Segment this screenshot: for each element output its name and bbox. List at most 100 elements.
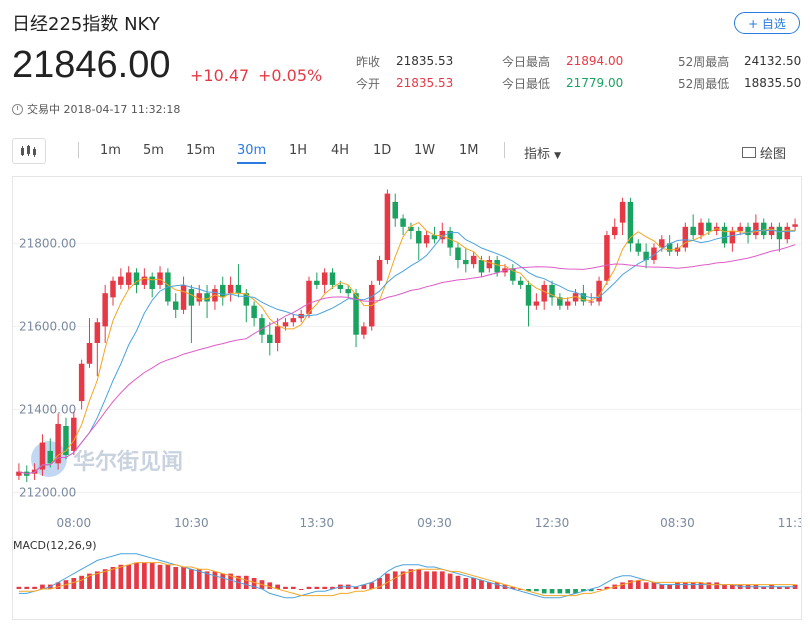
- stat-label: 52周最高: [678, 54, 730, 69]
- x-tick-label: 11:30: [778, 516, 801, 530]
- macd-bar: [298, 589, 304, 590]
- macd-bar: [306, 586, 312, 589]
- candle-body: [541, 284, 547, 302]
- macd-bar: [471, 578, 476, 589]
- candle-body: [604, 235, 610, 281]
- macd-bar: [588, 589, 594, 592]
- candle-body: [486, 260, 493, 269]
- x-tick-label: 08:00: [57, 516, 92, 530]
- y-tick-label: 21600.00: [19, 319, 76, 333]
- interval-4h[interactable]: 4H: [331, 143, 350, 158]
- stat-value-low: 21779.00: [566, 76, 624, 90]
- candle-body: [463, 260, 469, 265]
- candle-body: [416, 230, 422, 244]
- divider: [504, 142, 505, 158]
- page-title: 日经225指数 NKY: [12, 14, 160, 35]
- macd-bar: [24, 586, 30, 589]
- macd-bar: [659, 584, 665, 589]
- change-pct: +0.05%: [258, 66, 323, 85]
- candle-body: [557, 297, 563, 306]
- macd-bar: [628, 580, 633, 589]
- interval-15m[interactable]: 15m: [186, 143, 216, 158]
- macd-bar: [204, 571, 210, 589]
- candle-body: [274, 326, 281, 343]
- candle-body: [306, 280, 312, 314]
- macd-bar: [79, 575, 84, 589]
- stat-value-high: 21894.00: [566, 54, 624, 68]
- x-tick-label: 10:30: [174, 516, 209, 530]
- candle-body: [745, 226, 751, 236]
- candle-body: [635, 243, 642, 252]
- candlestick-type-button[interactable]: [12, 138, 46, 164]
- interval-30m[interactable]: 30m: [237, 143, 267, 164]
- macd-bar: [110, 567, 116, 589]
- candle-body: [188, 289, 195, 306]
- draw-button[interactable]: 绘图: [741, 143, 786, 162]
- macd-dea-line: [18, 562, 796, 597]
- candle-body: [525, 284, 532, 306]
- candle-body: [353, 293, 359, 335]
- candle-body: [149, 276, 155, 290]
- candle-body: [643, 251, 649, 260]
- macd-bar: [55, 582, 61, 589]
- macd-bar: [541, 589, 547, 594]
- macd-bar: [196, 569, 202, 589]
- candle-body: [651, 247, 657, 260]
- indicator-label: 指标: [524, 147, 551, 162]
- x-tick-label: 09:30: [417, 516, 452, 530]
- x-tick-label: 08:30: [660, 516, 695, 530]
- interval-1h[interactable]: 1H: [289, 143, 308, 158]
- candle-body: [784, 226, 790, 240]
- last-price: 21846.00: [12, 44, 171, 86]
- chart-area[interactable]: 21800.00 21600.00 21400.00 21200.00 华尔街见闻 08:…: [12, 176, 810, 620]
- interval-1mo[interactable]: 1M: [459, 143, 479, 158]
- interval-5m[interactable]: 5m: [143, 143, 164, 158]
- interval-1w[interactable]: 1W: [414, 143, 436, 158]
- macd-bar: [228, 573, 233, 589]
- stats-col-3: 52周最高 24132.50 52周最低 18835.50: [678, 50, 801, 94]
- candle-body: [196, 293, 202, 302]
- indicator-dropdown[interactable]: 指标 ▼: [524, 143, 561, 162]
- macd-bar: [392, 571, 398, 589]
- macd-bar: [173, 567, 179, 589]
- candle-body: [243, 293, 250, 306]
- candle-body: [314, 280, 320, 285]
- macd-bar: [416, 569, 422, 589]
- macd-bar: [439, 571, 445, 589]
- chart-toolbar: 1m 5m 15m 30m 1H 4H 1D 1W 1M 指标 ▼ 绘图: [12, 136, 800, 166]
- macd-bar: [549, 589, 555, 594]
- macd-bar: [283, 586, 288, 589]
- candle-body: [180, 284, 187, 310]
- candle-body: [627, 201, 634, 244]
- macd-bar: [557, 589, 563, 594]
- macd-bar: [714, 582, 720, 589]
- candle-body: [690, 226, 696, 236]
- macd-bar: [573, 589, 578, 594]
- draw-label: 绘图: [759, 147, 786, 162]
- candle-body: [227, 284, 234, 294]
- macd-bar: [149, 562, 155, 589]
- candlestick-chart[interactable]: 21800.00 21600.00 21400.00 21200.00 华尔街见闻 08:…: [13, 177, 810, 619]
- candle-body: [588, 301, 594, 303]
- stats-col-1: 昨收 21835.53 今开 21835.53: [356, 50, 453, 94]
- stats-col-2: 今日最高 21894.00 今日最低 21779.00: [502, 50, 623, 94]
- macd-bar: [635, 580, 641, 589]
- macd-bar: [220, 573, 226, 589]
- interval-1d[interactable]: 1D: [373, 143, 392, 158]
- macd-bar: [251, 578, 257, 589]
- macd-bar: [118, 564, 124, 589]
- candle-body: [682, 226, 689, 248]
- candle-body: [408, 226, 414, 231]
- add-watchlist-button[interactable]: + 自选: [734, 12, 800, 34]
- interval-1m[interactable]: 1m: [100, 143, 121, 158]
- macd-bar: [322, 586, 328, 589]
- candle-body: [220, 284, 226, 298]
- stat-label: 今日最高: [502, 54, 551, 69]
- candle-body: [125, 272, 132, 285]
- macd-bar: [314, 586, 320, 589]
- macd-bar: [784, 586, 790, 589]
- candle-body: [431, 235, 438, 240]
- candle-body: [290, 318, 297, 323]
- macd-bar: [494, 582, 500, 589]
- macd-bar: [267, 582, 273, 589]
